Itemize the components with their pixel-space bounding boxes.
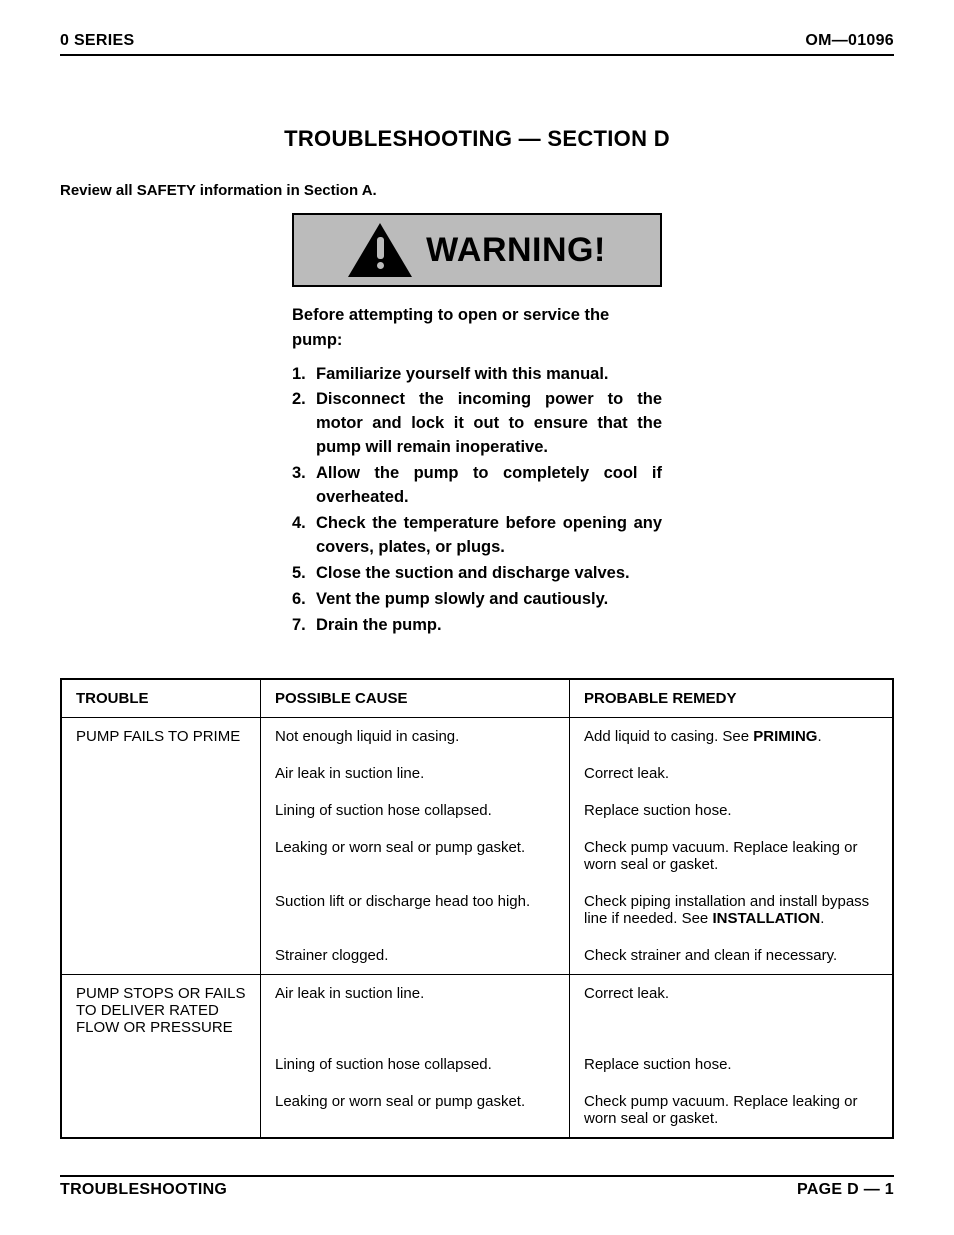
cell-trouble: PUMP STOPS OR FAILS TO DELIVER RATED FLO… bbox=[61, 974, 261, 1046]
header-right: OM—01096 bbox=[805, 32, 894, 50]
troubleshooting-table: TROUBLE POSSIBLE CAUSE PROBABLE REMEDY P… bbox=[60, 678, 894, 1139]
cell-remedy: Add liquid to casing. See PRIMING. bbox=[570, 717, 894, 755]
table-row: Air leak in suction line.Correct leak. bbox=[61, 755, 893, 792]
warning-item: 2.Disconnect the incoming power to the m… bbox=[292, 388, 662, 460]
table-header-row: TROUBLE POSSIBLE CAUSE PROBABLE REMEDY bbox=[61, 679, 893, 718]
cell-trouble bbox=[61, 829, 261, 883]
cell-cause: Air leak in suction line. bbox=[261, 974, 570, 1046]
cell-cause: Strainer clogged. bbox=[261, 937, 570, 975]
warning-item: 1.Familiarize yourself with this manual. bbox=[292, 363, 662, 387]
cell-remedy: Check strainer and clean if necessary. bbox=[570, 937, 894, 975]
table-row: Lining of suction hose collapsed.Replace… bbox=[61, 1046, 893, 1083]
warning-badge-text: WARNING! bbox=[426, 231, 606, 270]
page-title: TROUBLESHOOTING — SECTION D bbox=[60, 126, 894, 152]
cell-trouble bbox=[61, 1046, 261, 1083]
footer-bar: TROUBLESHOOTING PAGE D — 1 bbox=[60, 1175, 894, 1199]
table-row: PUMP STOPS OR FAILS TO DELIVER RATED FLO… bbox=[61, 974, 893, 1046]
col-header-remedy: PROBABLE REMEDY bbox=[570, 679, 894, 718]
table-row: Lining of suction hose collapsed.Replace… bbox=[61, 792, 893, 829]
warning-item: 5.Close the suction and discharge valves… bbox=[292, 562, 662, 586]
cell-trouble bbox=[61, 755, 261, 792]
warning-item: 6.Vent the pump slowly and cautiously. bbox=[292, 588, 662, 612]
exclamation-icon bbox=[374, 237, 386, 271]
warning-item-text: Disconnect the incoming power to the mot… bbox=[316, 388, 662, 460]
cell-remedy: Check piping installation and install by… bbox=[570, 883, 894, 937]
cell-cause: Leaking or worn seal or pump gasket. bbox=[261, 829, 570, 883]
cell-trouble: PUMP FAILS TO PRIME bbox=[61, 717, 261, 755]
col-header-trouble: TROUBLE bbox=[61, 679, 261, 718]
cell-remedy: Correct leak. bbox=[570, 974, 894, 1046]
footer-left: TROUBLESHOOTING bbox=[60, 1181, 227, 1199]
cell-remedy: Replace suction hose. bbox=[570, 1046, 894, 1083]
table-row: PUMP FAILS TO PRIMENot enough liquid in … bbox=[61, 717, 893, 755]
warning-item-text: Familiarize yourself with this manual. bbox=[316, 363, 662, 387]
warning-intro: Before attempting to open or service the… bbox=[292, 303, 662, 353]
warning-badge: WARNING! bbox=[292, 213, 662, 287]
cell-cause: Leaking or worn seal or pump gasket. bbox=[261, 1083, 570, 1138]
col-header-cause: POSSIBLE CAUSE bbox=[261, 679, 570, 718]
warning-item: 3.Allow the pump to completely cool if o… bbox=[292, 462, 662, 510]
cell-remedy: Check pump vacuum. Replace leaking or wo… bbox=[570, 1083, 894, 1138]
warning-list: 1.Familiarize yourself with this manual.… bbox=[292, 363, 662, 638]
warning-block: WARNING! Before attempting to open or se… bbox=[292, 213, 662, 638]
table-row: Suction lift or discharge head too high.… bbox=[61, 883, 893, 937]
warning-item: 4.Check the temperature before opening a… bbox=[292, 512, 662, 560]
warning-item-text: Drain the pump. bbox=[316, 614, 662, 638]
header-bar: 0 SERIES OM—01096 bbox=[60, 32, 894, 56]
cell-trouble bbox=[61, 937, 261, 975]
warning-triangle-icon bbox=[348, 223, 412, 277]
cell-remedy: Replace suction hose. bbox=[570, 792, 894, 829]
cell-cause: Air leak in suction line. bbox=[261, 755, 570, 792]
cell-cause: Lining of suction hose collapsed. bbox=[261, 1046, 570, 1083]
remedy-reference: INSTALLATION bbox=[712, 910, 820, 927]
warning-item-text: Close the suction and discharge valves. bbox=[316, 562, 662, 586]
review-note: Review all SAFETY information in Section… bbox=[60, 182, 894, 199]
cell-remedy: Check pump vacuum. Replace leaking or wo… bbox=[570, 829, 894, 883]
cell-cause: Lining of suction hose collapsed. bbox=[261, 792, 570, 829]
warning-item: 7.Drain the pump. bbox=[292, 614, 662, 638]
cell-trouble bbox=[61, 792, 261, 829]
footer-right: PAGE D — 1 bbox=[797, 1181, 894, 1199]
remedy-reference: PRIMING bbox=[753, 728, 817, 745]
warning-item-text: Check the temperature before opening any… bbox=[316, 512, 662, 560]
cell-trouble bbox=[61, 883, 261, 937]
table-row: Strainer clogged.Check strainer and clea… bbox=[61, 937, 893, 975]
cell-cause: Not enough liquid in casing. bbox=[261, 717, 570, 755]
page: 0 SERIES OM—01096 TROUBLESHOOTING — SECT… bbox=[0, 0, 954, 1235]
table-row: Leaking or worn seal or pump gasket.Chec… bbox=[61, 829, 893, 883]
header-left: 0 SERIES bbox=[60, 32, 134, 50]
cell-trouble bbox=[61, 1083, 261, 1138]
warning-item-text: Allow the pump to completely cool if ove… bbox=[316, 462, 662, 510]
warning-item-text: Vent the pump slowly and cautiously. bbox=[316, 588, 662, 612]
table-row: Leaking or worn seal or pump gasket.Chec… bbox=[61, 1083, 893, 1138]
cell-cause: Suction lift or discharge head too high. bbox=[261, 883, 570, 937]
table-body: PUMP FAILS TO PRIMENot enough liquid in … bbox=[61, 717, 893, 1138]
cell-remedy: Correct leak. bbox=[570, 755, 894, 792]
